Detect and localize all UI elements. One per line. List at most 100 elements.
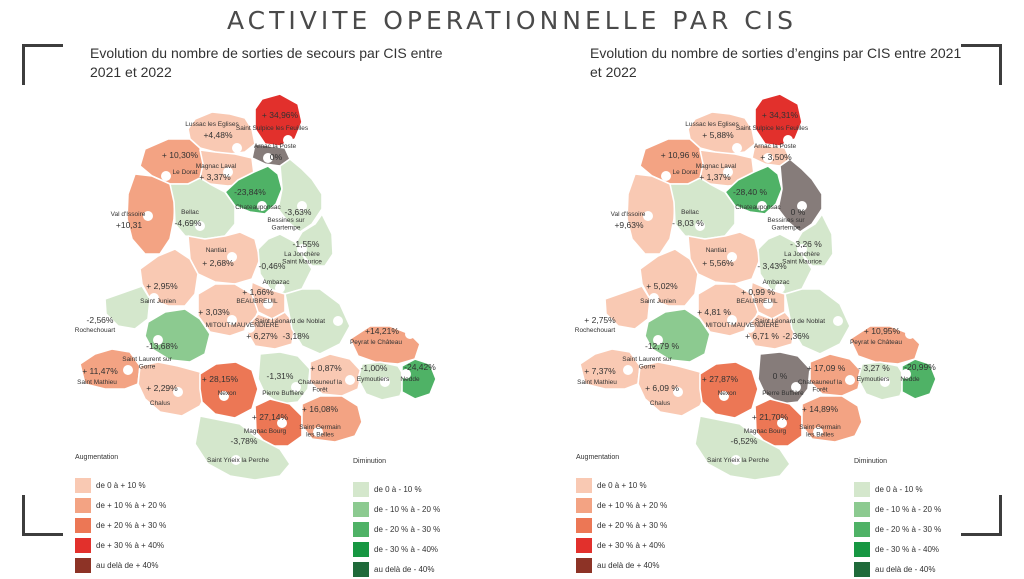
station-value: + 5,56% xyxy=(702,258,734,268)
station-marker xyxy=(901,369,911,379)
legend-swatch xyxy=(75,517,91,533)
legend-item: au delà de + 40% xyxy=(75,555,166,575)
district-rochechouart xyxy=(604,285,651,330)
station-label: Le Dorat xyxy=(173,169,198,176)
station-marker xyxy=(727,252,737,262)
station-label: MAUVENDIERE xyxy=(731,322,779,329)
legend-swatch xyxy=(576,557,592,573)
station-marker xyxy=(227,315,237,325)
legend-label: de 0 à + 10 % xyxy=(96,480,146,490)
page-title: ACTIVITE OPERATIONNELLE PAR CIS xyxy=(226,6,798,35)
legend-swatch xyxy=(353,521,369,537)
station-label: Chalus xyxy=(150,400,171,407)
station-marker xyxy=(813,427,823,437)
district-saint-sulpice-les-feuilles xyxy=(754,93,803,147)
district-bellac xyxy=(669,177,736,240)
corner-bracket-bottom-left xyxy=(22,495,63,536)
legend-swatch xyxy=(353,541,369,557)
legend-label: au delà de - 40% xyxy=(875,564,936,574)
station-value: + 0,87% xyxy=(310,363,342,373)
station-value: -20,99% xyxy=(904,362,936,372)
station-label: Magnac Bourg xyxy=(244,428,287,435)
station-label: Nedde xyxy=(900,376,920,383)
station-label: La Jonchère Saint Maurice xyxy=(782,251,822,266)
district-nexon xyxy=(199,361,259,419)
station-label: Lussac les Eglises xyxy=(685,121,739,128)
station-label: Ambazac xyxy=(762,279,790,286)
station-label: BEAUBREUIL xyxy=(236,298,278,305)
station-marker xyxy=(643,211,653,221)
legend-item: de + 30 % à + 40% xyxy=(75,535,166,555)
district-nedde xyxy=(901,358,937,400)
station-value: + 2,68% xyxy=(202,258,234,268)
station-label: Rochechouart xyxy=(575,327,616,334)
station-marker xyxy=(833,316,843,326)
station-value: -1,55% xyxy=(293,239,320,249)
station-label: Saint Junien xyxy=(140,298,176,305)
legend-swatch xyxy=(353,481,369,497)
legend-item: de + 20 % à + 30 % xyxy=(576,515,667,535)
station-marker xyxy=(161,171,171,181)
station-label: Magnac Bourg xyxy=(744,428,787,435)
station-label: Magnac Laval xyxy=(696,163,737,170)
station-marker xyxy=(223,167,233,177)
station-marker xyxy=(257,201,267,211)
legend-increase: Augmentation de 0 à + 10 % de + 10 % à +… xyxy=(75,454,166,575)
map-title: Evolution du nombre de sorties de secour… xyxy=(90,45,443,80)
station-marker xyxy=(263,153,273,163)
station-marker xyxy=(149,293,159,303)
district-saint-leonard-de-noblat xyxy=(284,288,351,355)
station-label: Le Dorat xyxy=(673,169,698,176)
legend-swatch xyxy=(854,561,870,577)
station-value: + 10,95% xyxy=(864,326,901,336)
station-label: Eymoutiers xyxy=(857,376,890,383)
station-marker xyxy=(629,332,639,342)
station-value: + 34,96% xyxy=(262,110,299,120)
station-value: 0 % xyxy=(791,207,806,217)
district-chalus xyxy=(137,361,209,417)
district-chateauneuf-la-foret xyxy=(309,353,363,397)
station-marker xyxy=(275,283,285,293)
station-value: + 1,66% xyxy=(242,287,274,297)
legend-label: de - 30 % à - 40% xyxy=(875,544,940,554)
choropleth-map: Lussac les Eglises + 5,88%Saint Sulpice l… xyxy=(575,93,937,481)
corner-bracket-top-left xyxy=(22,44,63,85)
station-value: - 3,26 % xyxy=(790,239,822,249)
station-marker xyxy=(153,335,163,345)
station-label: Saint Sulpice les Feuilles xyxy=(236,125,309,132)
station-label: Saint Mathieu xyxy=(77,379,117,386)
station-label: Nantiat xyxy=(206,247,227,254)
station-marker xyxy=(880,377,890,387)
legend-label: de - 10 % à - 20 % xyxy=(875,504,942,514)
district-bessines-sur-gartempe xyxy=(777,158,823,233)
legend-item: de - 10 % à - 20 % xyxy=(353,499,440,519)
station-label: Pierre Buffière xyxy=(762,390,804,397)
station-value: -3,63% xyxy=(285,207,312,217)
district-nexon xyxy=(699,361,759,419)
station-label: MITOUT xyxy=(206,322,231,329)
district-chateauneuf-la-foret xyxy=(809,353,863,397)
legend-swatch xyxy=(576,517,592,533)
station-label: Bessines sur Gartempe xyxy=(267,217,305,232)
station-marker xyxy=(245,323,255,333)
station-label: Val d'Issoire xyxy=(611,211,646,218)
station-value: -28,40 % xyxy=(733,187,767,197)
map-title: Evolution du nombre de sorties d’engins … xyxy=(590,45,962,80)
station-label: Nedde xyxy=(400,376,420,383)
station-marker xyxy=(777,418,787,428)
station-value: + 2,29% xyxy=(146,383,178,393)
station-label: Peyrat le Château xyxy=(850,339,902,346)
station-marker xyxy=(291,382,301,392)
station-marker xyxy=(673,387,683,397)
station-value: + 2,95% xyxy=(146,281,178,291)
station-label: Arnac la Poste xyxy=(754,143,797,150)
station-marker xyxy=(797,201,807,211)
legend-swatch xyxy=(576,477,592,493)
station-marker xyxy=(731,455,741,465)
corner-bracket-top-right xyxy=(961,44,1002,85)
station-label: Chateauneuf la Forêt xyxy=(798,379,842,394)
legend-item: de + 10 % à + 20 % xyxy=(75,495,166,515)
station-marker xyxy=(653,335,663,345)
station-label: Saint Léonard de Noblat xyxy=(255,318,325,325)
station-marker xyxy=(623,365,633,375)
